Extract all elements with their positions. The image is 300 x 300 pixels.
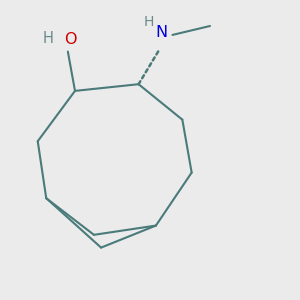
Text: H: H [144,15,154,29]
Text: O: O [64,32,77,47]
Text: N: N [156,25,168,40]
Text: H: H [43,31,54,46]
